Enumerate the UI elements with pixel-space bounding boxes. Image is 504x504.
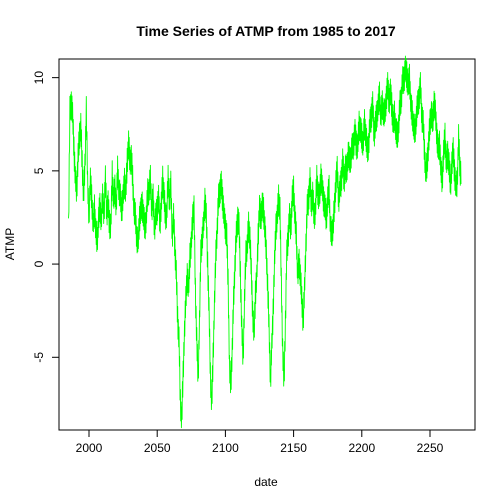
x-tick-label: 2100 <box>212 441 239 455</box>
x-tick-label: 2150 <box>280 441 307 455</box>
x-axis: 2000 2050 2100 2150 2200 2250 <box>76 429 444 455</box>
y-tick-label: 5 <box>32 167 46 174</box>
series-line <box>68 55 462 429</box>
x-axis-label: date <box>254 475 278 489</box>
y-axis: -5 0 5 10 <box>32 71 60 363</box>
y-tick-label: 0 <box>32 260 46 267</box>
x-tick-label: 2050 <box>144 441 171 455</box>
x-tick-label: 2250 <box>417 441 444 455</box>
plot-area <box>58 55 476 431</box>
series-layer <box>68 55 462 429</box>
x-tick-label: 2200 <box>348 441 375 455</box>
x-tick-label: 2000 <box>76 441 103 455</box>
y-axis-label: ATMP <box>3 228 17 260</box>
y-tick-label: 10 <box>32 71 46 85</box>
y-tick-label: -5 <box>32 352 46 363</box>
chart-title: Time Series of ATMP from 1985 to 2017 <box>136 23 396 39</box>
